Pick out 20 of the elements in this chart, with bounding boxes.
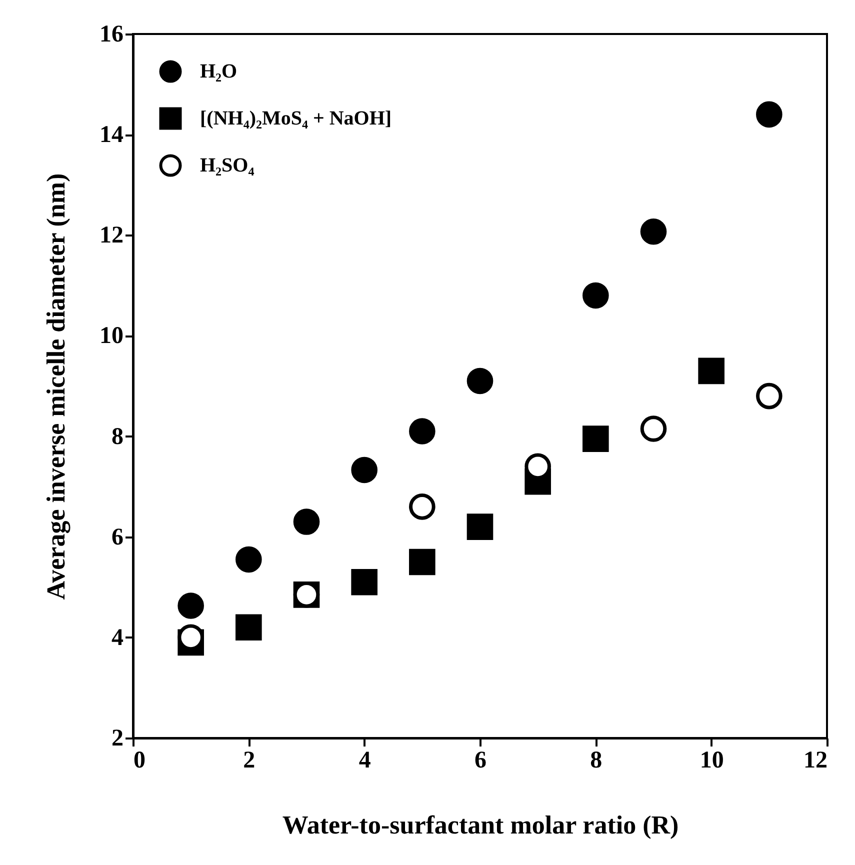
x-tick-label: 12	[804, 748, 828, 774]
y-tick-label: 2	[112, 726, 124, 752]
x-tick-label: 0	[134, 748, 146, 774]
y-tick-label: 14	[100, 122, 124, 148]
x-tick-label: 10	[700, 748, 724, 774]
legend-label: H₂O	[200, 60, 238, 82]
legend-label: H₂SO₄	[200, 154, 254, 176]
x-tick-label: 6	[474, 748, 486, 774]
y-tick-label: 12	[100, 222, 124, 249]
x-tick-label: 2	[243, 748, 256, 774]
x-tick-label: 8	[590, 748, 602, 774]
x-tick-label: 4	[358, 748, 371, 774]
x-axis-title: Water-to-surfactant molar ratio (R)	[282, 810, 679, 840]
y-tick-label: 16	[100, 22, 124, 48]
y-tick-label: 10	[100, 323, 124, 350]
legend-label: [(NH₄)₂MoS₄ + NaOH]	[200, 108, 392, 130]
y-tick-label: 8	[112, 424, 124, 450]
y-axis-title: Average inverse micelle diameter (nm)	[42, 173, 70, 600]
y-tick-label: 4	[112, 624, 124, 651]
y-tick-label: 6	[112, 524, 124, 550]
